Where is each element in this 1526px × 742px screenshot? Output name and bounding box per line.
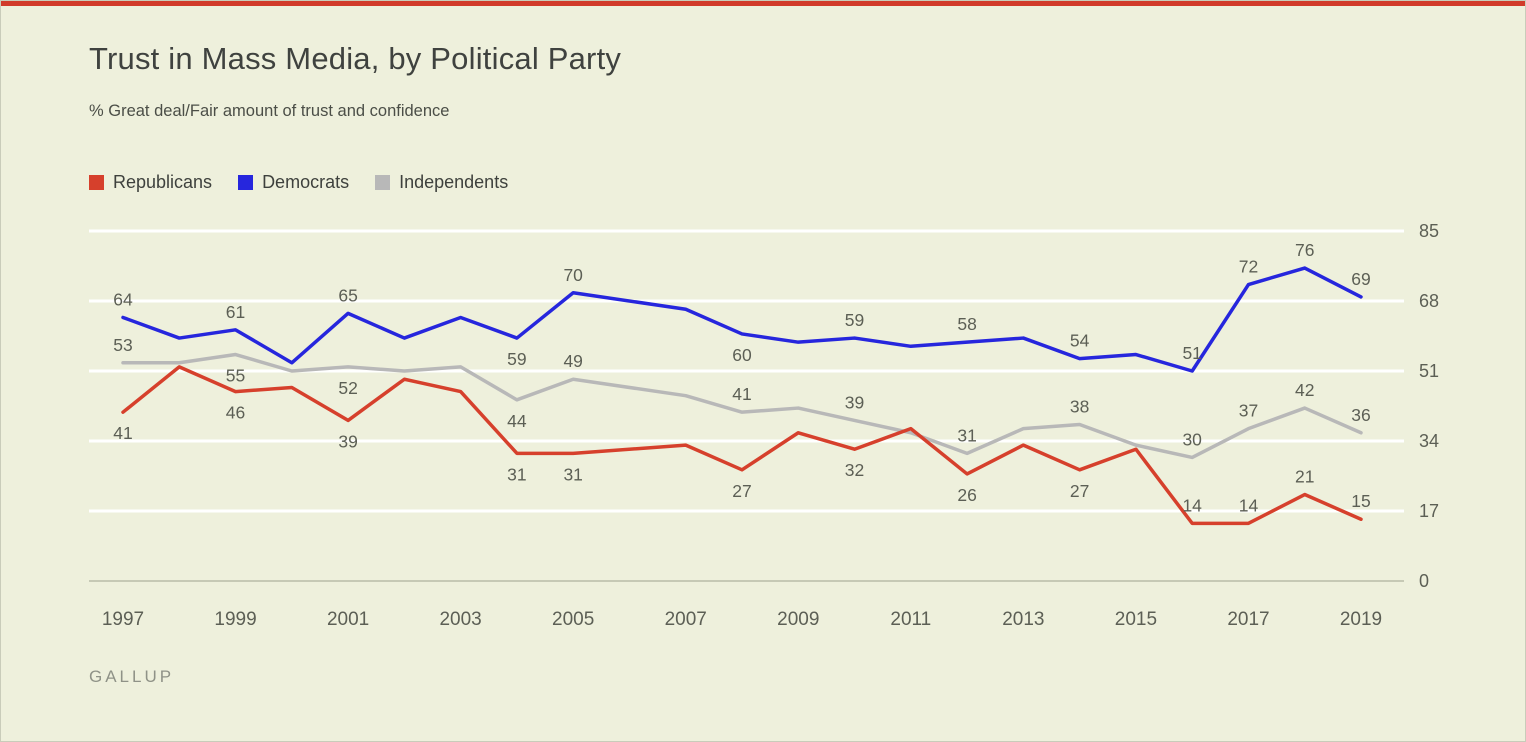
series-line-democrats <box>121 266 1363 373</box>
x-axis-tick-label: 2015 <box>1115 609 1157 630</box>
data-label-republicans-2018: 21 <box>1295 467 1314 487</box>
top-accent-bar <box>1 1 1525 6</box>
data-label-democrats-2014: 54 <box>1070 331 1090 351</box>
data-label-independents-2019: 36 <box>1351 405 1370 425</box>
data-label-republicans-2008: 27 <box>732 481 751 501</box>
data-label-independents-2008: 41 <box>732 384 751 404</box>
x-axis-tick-label: 2019 <box>1340 609 1382 630</box>
data-label-republicans-2005: 31 <box>563 464 582 484</box>
data-label-republicans-2016: 14 <box>1182 495 1202 515</box>
series-line-independents <box>121 352 1363 460</box>
data-label-republicans-2017: 14 <box>1239 495 1259 515</box>
legend-item-independents: Independents <box>375 172 508 193</box>
legend-item-republicans: Republicans <box>89 172 212 193</box>
y-axis-tick-label: 85 <box>1419 221 1439 241</box>
data-label-independents-2016: 30 <box>1182 429 1202 449</box>
x-axis-tick-label: 2007 <box>665 609 707 630</box>
legend-swatch-republicans <box>89 175 104 190</box>
legend-swatch-independents <box>375 175 391 190</box>
data-label-independents-2014: 38 <box>1070 397 1089 417</box>
x-axis-tick-label: 2003 <box>439 609 481 630</box>
source-wordmark: GALLUP <box>89 667 175 686</box>
data-label-independents-2001: 52 <box>338 378 357 398</box>
x-axis-tick-label: 2001 <box>327 609 369 630</box>
data-label-democrats-2012: 58 <box>957 314 976 334</box>
x-axis-tick-label: 2017 <box>1227 609 1269 630</box>
data-label-republicans-1999: 46 <box>226 403 245 423</box>
data-label-democrats-1999: 61 <box>226 302 245 322</box>
chart-title: Trust in Mass Media, by Political Party <box>89 41 622 76</box>
x-axis-tick-label: 1997 <box>102 609 144 630</box>
legend-swatch-democrats <box>238 175 254 190</box>
data-label-democrats-2019: 69 <box>1351 269 1370 289</box>
x-axis-tick-label: 2005 <box>552 609 594 630</box>
data-label-independents-2012: 31 <box>957 425 976 445</box>
y-axis-tick-label: 68 <box>1419 291 1439 311</box>
legend-item-democrats: Democrats <box>238 172 349 193</box>
line-chart-area: 0 17 34 51 68 85 1997 1999 2001 2003 2005 2007 2009 2… <box>1 213 1525 653</box>
chart-subtitle: % Great deal/Fair amount of trust and co… <box>89 102 450 120</box>
x-axis-tick-label: 2013 <box>1002 609 1044 630</box>
legend-label: Independents <box>399 172 509 192</box>
y-axis-tick-label: 34 <box>1419 431 1439 451</box>
data-label-republicans-2014: 27 <box>1070 481 1089 501</box>
data-label-democrats-2001: 65 <box>338 285 357 305</box>
data-label-democrats-2016: 51 <box>1182 343 1201 363</box>
data-label-democrats-2018: 76 <box>1295 240 1314 260</box>
data-label-republicans-2012: 26 <box>957 485 976 505</box>
data-label-democrats-2004: 59 <box>507 349 526 369</box>
data-label-republicans-1997: 41 <box>113 423 132 443</box>
data-label-independents-2005: 49 <box>563 351 582 371</box>
x-axis-tick-label: 2009 <box>777 609 819 630</box>
data-label-republicans-2010: 32 <box>845 460 864 480</box>
data-label-independents-2018: 42 <box>1295 380 1314 400</box>
data-label-democrats-1997: 64 <box>113 289 133 309</box>
x-axis-tick-label: 2011 <box>890 609 931 630</box>
legend-label: Democrats <box>262 172 350 192</box>
y-axis-tick-label: 0 <box>1419 571 1429 591</box>
data-label-independents-2017: 37 <box>1239 401 1258 421</box>
data-label-democrats-2008: 60 <box>732 345 752 365</box>
data-label-republicans-2001: 39 <box>338 431 357 451</box>
data-label-independents-2010: 39 <box>845 392 864 412</box>
y-axis-tick-label: 17 <box>1419 501 1439 521</box>
y-axis-tick-label: 51 <box>1419 361 1439 381</box>
data-label-republicans-2004: 31 <box>507 464 526 484</box>
legend-label: Republicans <box>113 172 213 192</box>
series-line-republicans <box>121 365 1363 526</box>
data-label-democrats-2005: 70 <box>563 265 583 285</box>
data-label-republicans-2019: 15 <box>1351 491 1370 511</box>
chart-legend: Republicans Democrats Independents <box>89 172 508 193</box>
data-label-independents-2004: 44 <box>507 411 527 431</box>
data-label-democrats-2010: 59 <box>845 310 864 330</box>
trust-line-chart: 0 17 34 51 68 85 1997 1999 2001 2003 2005 2007 2009 2… <box>89 221 1439 630</box>
data-label-independents-1997: 53 <box>113 335 132 355</box>
x-axis-tick-label: 1999 <box>214 609 256 630</box>
data-label-independents-1999: 55 <box>226 366 245 386</box>
data-label-democrats-2017: 72 <box>1239 257 1258 277</box>
